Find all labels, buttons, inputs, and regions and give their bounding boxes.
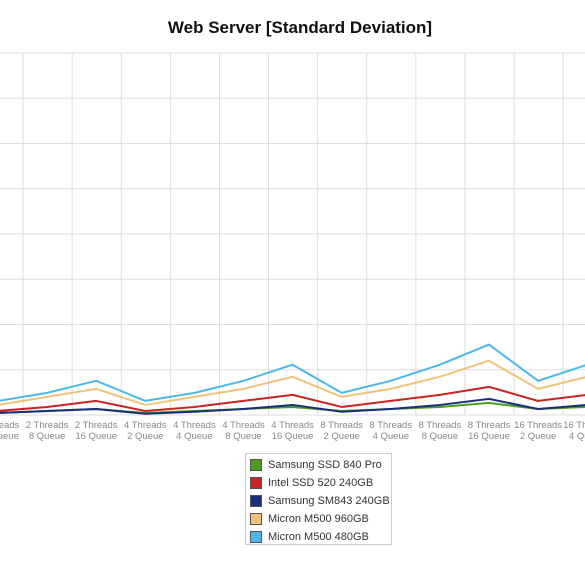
legend-label: Samsung SM843 240GB (268, 495, 390, 507)
x-tick-label: 8 Queue (422, 431, 458, 442)
x-tick-label: 4 Threads (222, 420, 265, 431)
x-tick-label: 4 Queue (373, 431, 409, 442)
x-tick-label: 2 Queue (127, 431, 163, 442)
series-line-micron-m500-960gb (0, 359, 585, 406)
legend-item[interactable]: Samsung SSD 840 Pro (250, 456, 391, 474)
x-tick-label: 16 Queue (75, 431, 117, 442)
x-tick-label: 8 Threads (320, 420, 363, 431)
x-tick-label: 4 Threads (173, 420, 216, 431)
x-tick-label: 1 Threads (0, 420, 20, 431)
x-tick-label: 16 Threads (563, 420, 585, 431)
x-tick-label: 8 Threads (468, 420, 511, 431)
x-tick-label: 16 Queue (0, 431, 19, 442)
x-tick-label: 2 Threads (26, 420, 69, 431)
x-tick-label: 8 Threads (369, 420, 412, 431)
x-tick-label: 4 Threads (271, 420, 314, 431)
legend-label: Intel SSD 520 240GB (268, 477, 374, 489)
legend-item[interactable]: Micron M500 480GB (250, 528, 391, 546)
legend-item[interactable]: Micron M500 960GB (250, 510, 391, 528)
legend-swatch (250, 495, 262, 507)
x-tick-label: 16 Threads (514, 420, 562, 431)
x-tick-label: 2 Threads (75, 420, 118, 431)
legend: Samsung SSD 840 Pro Intel SSD 520 240GB Sa… (245, 453, 392, 545)
x-tick-label: 4 Threads (124, 420, 167, 431)
x-tick-label: 2 Queue (323, 431, 359, 442)
x-tick-label: 2 Queue (520, 431, 556, 442)
series-lines (0, 343, 585, 415)
legend-swatch (250, 531, 262, 543)
series-line-intel-ssd-520-240gb (0, 385, 585, 412)
chart-title: Web Server [Standard Deviation] (167, 18, 433, 37)
legend-label: Micron M500 480GB (268, 531, 369, 543)
x-tick-label: 8 Threads (419, 420, 462, 431)
x-tick-label: 8 Queue (225, 431, 261, 442)
legend-item[interactable]: Samsung SM843 240GB (250, 492, 391, 510)
x-tick-label: 4 Queue (176, 431, 212, 442)
legend-swatch (250, 459, 262, 471)
grid-lines (0, 52, 585, 416)
x-tick-label: 16 Queue (272, 431, 314, 442)
legend-swatch (250, 477, 262, 489)
series-line-micron-m500-480gb (0, 343, 585, 402)
legend-label: Micron M500 960GB (268, 513, 369, 525)
series-line-samsung-sm843-240gb (0, 397, 585, 415)
x-tick-label: 8 Queue (29, 431, 65, 442)
x-tick-label: 16 Queue (468, 431, 510, 442)
legend-item[interactable]: Intel SSD 520 240GB (250, 474, 391, 492)
legend-label: Samsung SSD 840 Pro (268, 459, 382, 471)
x-tick-label: 4 Queue (569, 431, 585, 442)
legend-swatch (250, 513, 262, 525)
